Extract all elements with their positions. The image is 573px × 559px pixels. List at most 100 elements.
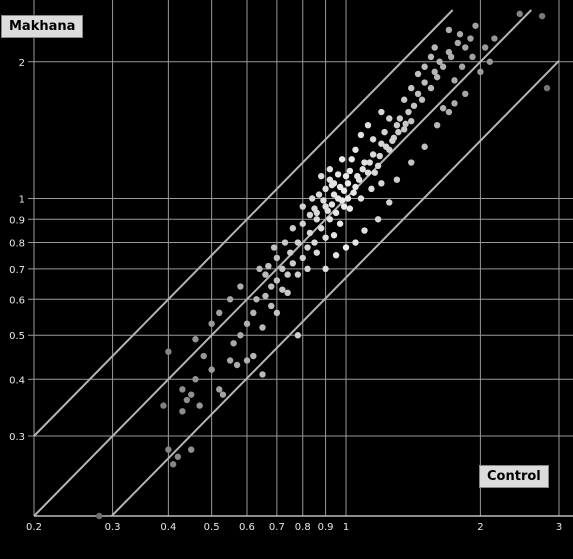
data-point — [322, 185, 329, 193]
y-tick-label: 0.8 — [9, 239, 25, 250]
data-point — [208, 366, 215, 373]
data-point — [400, 96, 408, 103]
data-point — [414, 70, 422, 78]
data-point — [270, 244, 278, 251]
data-point — [378, 180, 385, 187]
data-point — [179, 408, 186, 415]
data-point — [361, 159, 368, 166]
data-point — [294, 271, 302, 278]
data-point — [445, 48, 453, 56]
data-point — [395, 128, 402, 136]
data-point — [250, 352, 257, 360]
data-point — [354, 172, 361, 180]
data-point — [486, 58, 494, 65]
data-point — [313, 216, 320, 223]
data-point — [421, 79, 428, 86]
data-point — [342, 244, 350, 251]
data-point — [369, 136, 377, 143]
data-point — [165, 446, 172, 453]
data-point — [326, 176, 334, 183]
data-point — [326, 216, 334, 223]
data-point — [243, 320, 251, 327]
data-point — [259, 371, 266, 378]
y-tick-label: 0.3 — [9, 432, 25, 443]
data-point — [346, 205, 354, 212]
reference-line — [110, 60, 560, 517]
data-point — [324, 207, 331, 214]
data-point — [281, 239, 289, 246]
data-point — [491, 35, 498, 42]
data-point — [320, 197, 327, 204]
data-point — [226, 296, 234, 303]
data-point — [427, 84, 435, 92]
data-point — [243, 357, 251, 364]
data-point — [273, 309, 281, 317]
data-point — [299, 203, 306, 210]
data-point — [408, 84, 415, 92]
data-point — [262, 292, 269, 300]
y-tick-label: 1 — [19, 194, 25, 205]
data-point — [427, 53, 435, 61]
data-point — [226, 357, 234, 364]
data-point — [299, 220, 306, 227]
data-point — [436, 58, 443, 65]
data-point — [179, 386, 186, 393]
data-point — [361, 227, 368, 234]
data-point — [366, 159, 373, 166]
data-point — [294, 239, 302, 246]
data-point — [192, 376, 199, 383]
data-point — [299, 254, 306, 262]
reference-lines — [33, 9, 560, 517]
data-point — [543, 84, 551, 92]
data-point — [456, 30, 464, 38]
data-point — [342, 172, 350, 180]
data-point — [357, 195, 365, 202]
data-point — [352, 146, 359, 153]
data-point — [304, 265, 311, 273]
data-point — [402, 120, 409, 128]
x-tick-label: 1 — [343, 522, 349, 533]
y-tick-label: 2 — [19, 58, 25, 69]
data-point — [256, 265, 263, 273]
data-point — [237, 332, 244, 339]
data-point — [433, 121, 441, 129]
data-point — [328, 181, 336, 189]
data-point — [359, 166, 366, 173]
data-point — [311, 239, 318, 246]
data-point — [400, 126, 408, 133]
data-point — [326, 166, 334, 173]
data-point — [439, 105, 447, 112]
data-point — [208, 320, 215, 327]
data-point — [237, 283, 244, 290]
x-tick-label: 0.4 — [160, 522, 176, 533]
data-point — [273, 254, 281, 262]
data-point — [469, 53, 476, 61]
y-tick-label: 0.6 — [9, 295, 25, 306]
data-point — [309, 195, 316, 202]
reference-line — [33, 9, 454, 437]
y-tick-label: 0.4 — [9, 375, 25, 386]
data-point — [374, 216, 382, 223]
data-point — [196, 402, 203, 409]
data-point — [344, 195, 352, 202]
data-point — [289, 260, 297, 267]
data-point — [334, 195, 342, 202]
data-point — [96, 512, 103, 520]
data-point — [315, 191, 323, 198]
data-point — [352, 183, 359, 191]
data-point — [431, 44, 438, 51]
data-point — [364, 121, 372, 129]
data-point — [408, 159, 415, 166]
data-point — [334, 171, 342, 178]
data-point — [304, 244, 311, 251]
data-point — [188, 391, 195, 398]
data-point — [445, 26, 453, 34]
data-point — [253, 296, 260, 303]
data-point — [287, 249, 294, 256]
data-point — [393, 121, 401, 129]
data-point — [439, 63, 447, 70]
data-point — [481, 44, 489, 51]
data-point — [318, 172, 325, 180]
data-point — [322, 265, 329, 273]
data-point — [368, 185, 375, 193]
